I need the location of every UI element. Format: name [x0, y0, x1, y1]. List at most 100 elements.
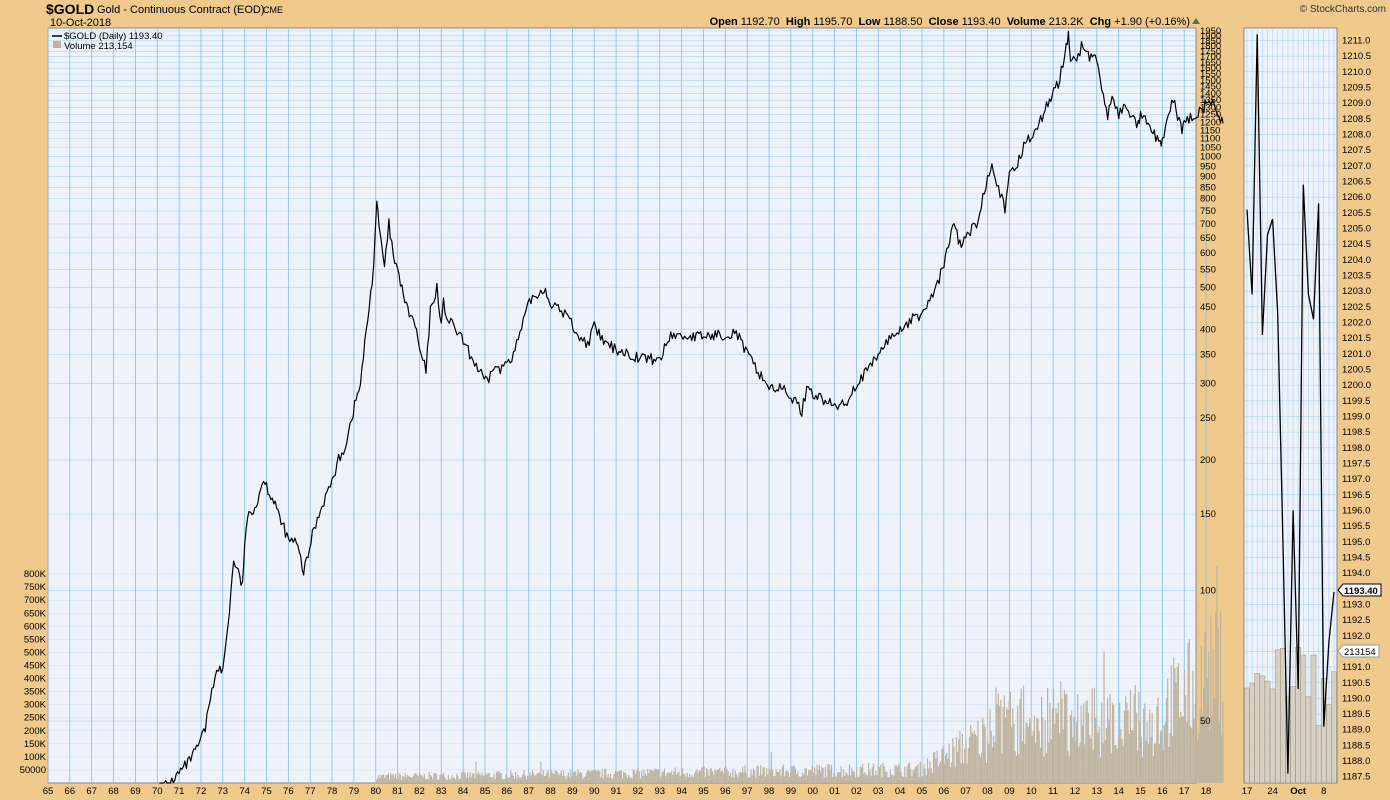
scroll-up-icon[interactable]: [1192, 18, 1200, 24]
volume-bar: [890, 775, 893, 783]
volume-bar: [1044, 720, 1046, 783]
volume-bar: [870, 775, 872, 783]
volume-bar: [954, 767, 956, 783]
volume-bar: [786, 770, 788, 783]
volume-bar: [943, 763, 945, 783]
volume-bar: [983, 723, 985, 783]
price-tick-label: 750: [1200, 206, 1216, 217]
volume-bar: [600, 777, 602, 783]
volume-bar: [541, 775, 543, 783]
volume-bar: [509, 777, 511, 783]
volume-bar: [424, 779, 427, 783]
volume-bar: [639, 778, 642, 783]
legend-volume-text: Volume 213,154: [64, 41, 133, 52]
volume-bar: [952, 738, 954, 783]
volume-tick-label: 150K: [24, 739, 47, 750]
volume-bar: [989, 708, 991, 783]
price-tick-label: 1300: [1200, 102, 1221, 113]
volume-bar: [493, 773, 495, 783]
volume-bar: [1024, 743, 1026, 783]
volume-bar: [590, 770, 592, 783]
volume-bar: [842, 769, 845, 783]
volume-bar: [668, 772, 670, 783]
volume-bar: [499, 772, 501, 783]
volume-bar: [827, 764, 829, 783]
volume-bar: [1074, 741, 1076, 783]
volume-bar: [1081, 725, 1084, 783]
volume-bar: [790, 772, 792, 783]
stockcharts-brand[interactable]: © StockCharts.com: [1299, 4, 1386, 15]
year-tick-label: 17: [1179, 786, 1190, 797]
volume-bar: [379, 777, 381, 783]
volume-bar: [1089, 735, 1091, 783]
volume-bar: [602, 778, 604, 783]
year-tick-label: 68: [108, 786, 119, 797]
volume-bar: [588, 769, 590, 783]
volume-bar: [892, 774, 894, 783]
volume-bar: [1193, 718, 1195, 783]
price-tick-label: 400: [1200, 324, 1216, 335]
volume-bar: [390, 773, 392, 783]
volume-bar: [626, 778, 628, 783]
year-tick-label: 16: [1157, 786, 1168, 797]
volume-bar: [692, 777, 694, 783]
volume-bar: [611, 778, 613, 783]
volume-bar: [773, 775, 775, 783]
volume-bar: [421, 775, 423, 783]
volume-bar: [427, 778, 429, 783]
volume-bar: [530, 775, 532, 783]
volume-bar: [420, 774, 422, 783]
volume-bar: [814, 767, 816, 783]
year-tick-label: 93: [655, 786, 666, 797]
volume-bar: [551, 770, 553, 783]
volume-marker-shape: [1337, 644, 1380, 658]
volume-bar: [1079, 742, 1081, 783]
volume-bar: [1205, 704, 1207, 783]
detail-price-tick: 1208.0: [1342, 130, 1371, 141]
volume-bar: [964, 748, 966, 783]
volume-bar: [464, 773, 466, 783]
volume-bar: [1155, 743, 1157, 783]
volume-bar: [1159, 731, 1162, 783]
volume-bar: [704, 777, 706, 783]
volume-bar: [571, 777, 573, 783]
volume-bar: [480, 775, 482, 783]
volume-bar: [1198, 732, 1200, 783]
volume-bar: [791, 766, 793, 783]
volume-bar: [1132, 729, 1134, 783]
close-marker-text: 1193.40: [1344, 586, 1378, 597]
volume-bar: [1126, 702, 1128, 783]
volume-bar: [735, 774, 738, 783]
volume-bar: [1037, 718, 1039, 783]
volume-bar: [645, 775, 648, 783]
volume-bar: [898, 764, 900, 783]
volume-bar: [1165, 698, 1168, 783]
year-tick-label: 10: [1026, 786, 1037, 797]
volume-bar: [996, 704, 998, 783]
year-tick-label: 11: [1048, 786, 1058, 797]
volume-bar: [485, 773, 487, 783]
volume-bar: [1183, 669, 1186, 783]
volume-bar: [623, 771, 625, 783]
price-tick-label: 1250: [1200, 110, 1221, 121]
volume-bar: [733, 777, 735, 783]
volume-bar: [690, 777, 692, 783]
volume-bar: [971, 731, 973, 783]
year-tick-label: 76: [283, 786, 294, 797]
volume-bar: [880, 764, 882, 783]
volume-bar: [573, 770, 576, 783]
volume-bar: [560, 770, 562, 783]
volume-bar: [555, 770, 558, 783]
volume-bar: [614, 771, 616, 783]
volume-bar: [561, 775, 564, 783]
detail-price-tick: 1195.0: [1342, 537, 1370, 548]
volume-bar: [1033, 715, 1036, 783]
volume-bar: [1188, 639, 1190, 783]
volume-bar: [1063, 689, 1066, 783]
detail-price-tick: 1193.0: [1342, 599, 1370, 610]
volume-bar: [923, 764, 925, 783]
volume-bar: [798, 776, 800, 783]
volume-bar: [781, 766, 783, 783]
volume-value: 213.2K: [1048, 16, 1084, 28]
price-tick-label: 1100: [1200, 134, 1220, 145]
